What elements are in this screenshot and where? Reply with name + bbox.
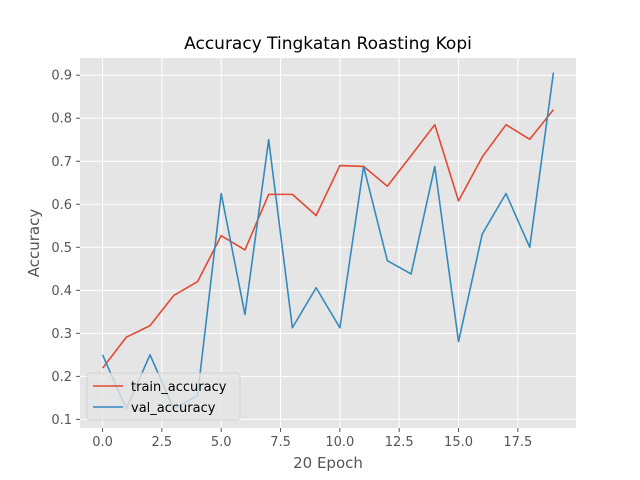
chart-title: Accuracy Tingkatan Roasting Kopi xyxy=(184,34,472,54)
y-tick-label: 0.8 xyxy=(51,112,72,127)
plot-area xyxy=(80,58,576,428)
x-tick-label: 5.0 xyxy=(211,435,232,450)
y-tick-label: 0.6 xyxy=(51,198,72,213)
x-axis-ticks: 0.0 2.5 5.0 7.5 10.0 12.5 15.0 17.5 xyxy=(92,428,532,450)
legend: train_accuracy val_accuracy xyxy=(86,372,241,421)
y-tick-label: 0.4 xyxy=(51,284,72,299)
y-axis-label: Accuracy xyxy=(25,209,43,278)
x-axis-label: 20 Epoch xyxy=(293,454,363,472)
y-axis-ticks: 0.1 0.2 0.3 0.4 0.5 0.6 0.7 0.8 0.9 xyxy=(51,69,80,428)
legend-label-train-accuracy: train_accuracy xyxy=(131,380,227,395)
x-tick-label: 10.0 xyxy=(325,435,354,450)
y-tick-label: 0.2 xyxy=(51,370,72,385)
series-line-train-accuracy xyxy=(101,109,555,369)
y-tick-label: 0.3 xyxy=(51,327,72,342)
x-tick-label: 7.5 xyxy=(270,435,291,450)
y-tick-label: 0.9 xyxy=(51,69,72,84)
legend-box xyxy=(86,372,241,421)
x-tick-label: 15.0 xyxy=(444,435,473,450)
x-tick-label: 0.0 xyxy=(92,435,113,450)
legend-label-val-accuracy: val_accuracy xyxy=(131,401,216,416)
x-tick-label: 12.5 xyxy=(385,435,414,450)
x-tick-label: 2.5 xyxy=(152,435,173,450)
y-tick-label: 0.5 xyxy=(51,241,72,256)
y-tick-label: 0.7 xyxy=(51,155,72,170)
x-tick-label: 17.5 xyxy=(503,435,532,450)
y-tick-label: 0.1 xyxy=(51,413,72,428)
